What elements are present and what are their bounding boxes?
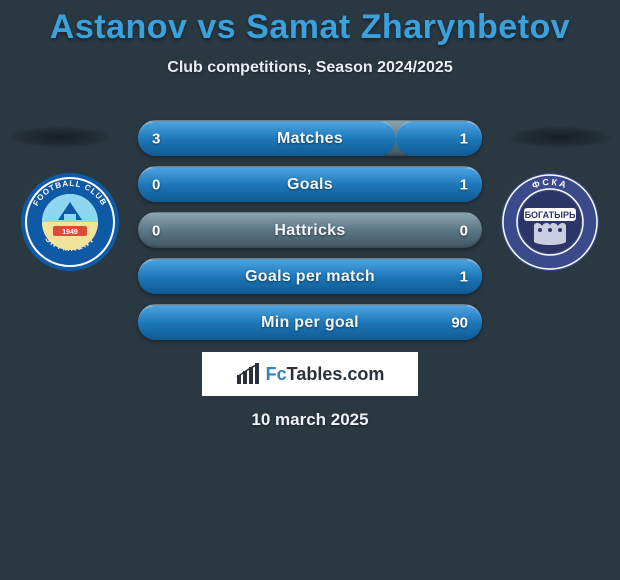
subtitle: Club competitions, Season 2024/2025 xyxy=(0,59,620,77)
club-crest-right: ФСКА БОГАТЫРЬ xyxy=(500,172,600,272)
player2-name: Samat Zharynbetov xyxy=(246,8,570,46)
stat-value-right: 1 xyxy=(460,176,468,193)
player1-name: Astanov xyxy=(50,8,188,46)
stat-fill-left xyxy=(138,121,396,156)
stat-value-left: 0 xyxy=(152,222,160,239)
stat-row: 3 Matches 1 xyxy=(138,120,482,156)
stat-label: Min per goal xyxy=(261,314,359,332)
crest-shadow-left xyxy=(6,126,114,148)
stat-value-left: 0 xyxy=(152,176,160,193)
stat-value-right: 0 xyxy=(460,222,468,239)
stat-label: Matches xyxy=(277,130,343,148)
vs-text: vs xyxy=(197,8,236,46)
stat-value-right: 90 xyxy=(451,314,468,331)
brand-prefix: Fc xyxy=(266,364,287,384)
crest-shadow-right xyxy=(506,126,614,148)
svg-text:БОГАТЫРЬ: БОГАТЫРЬ xyxy=(525,210,576,220)
svg-text:1949: 1949 xyxy=(62,229,78,236)
stat-value-right: 1 xyxy=(460,130,468,147)
brand-suffix: Tables.com xyxy=(287,364,385,384)
stat-row: 0 Hattricks 0 xyxy=(138,212,482,248)
crest-right-svg: ФСКА БОГАТЫРЬ xyxy=(500,172,600,272)
stat-label: Hattricks xyxy=(274,222,345,240)
stat-row: 0 Goals 1 xyxy=(138,166,482,202)
brand-chart-icon xyxy=(236,363,262,385)
brand-box: FcTables.com xyxy=(202,352,418,396)
stat-fill-right xyxy=(396,121,482,156)
stat-value-left: 3 xyxy=(152,130,160,147)
crest-left-svg: FOOTBALL CLUB SHYMKENT 1949 xyxy=(20,172,120,272)
club-crest-left: FOOTBALL CLUB SHYMKENT 1949 xyxy=(20,172,120,272)
stat-label: Goals xyxy=(287,176,333,194)
stat-row: Goals per match 1 xyxy=(138,258,482,294)
stat-label: Goals per match xyxy=(245,268,375,286)
stats-panel: 3 Matches 1 0 Goals 1 0 Hattricks 0 Goals per mat… xyxy=(138,120,482,350)
page-title: Astanov vs Samat Zharynbetov xyxy=(0,0,620,47)
date-text: 10 march 2025 xyxy=(0,410,620,430)
stat-value-right: 1 xyxy=(460,268,468,285)
brand-text: FcTables.com xyxy=(266,364,385,385)
stat-row: Min per goal 90 xyxy=(138,304,482,340)
